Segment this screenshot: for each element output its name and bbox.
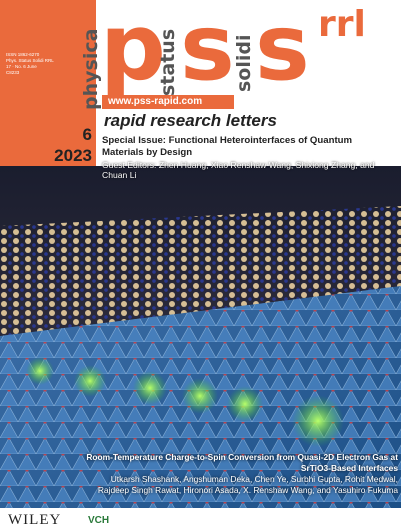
word-physica: physica (80, 29, 102, 110)
issue-number: 6 (0, 125, 92, 145)
publisher-imprint: VCH (88, 515, 109, 526)
code: C8233 (6, 70, 19, 76)
article-title: Room-Temperature Charge-to-Spin Conversi… (78, 452, 398, 473)
word-rrl: rrl (318, 4, 366, 45)
issue-year: 2023 (0, 146, 92, 166)
guest-editors: Guest Editors: Zhen Huang, Xiao Renshaw … (102, 160, 397, 180)
word-status: status (157, 29, 179, 96)
subtitle: rapid research letters (104, 111, 277, 131)
letter-s1: s (180, 2, 235, 94)
journal-cover: ISSN 1862-6270 Phys. Status Solidi RRL 1… (0, 0, 401, 532)
letter-p: p (100, 2, 166, 94)
publisher: WILEY (8, 512, 61, 529)
word-solidi: solidi (233, 34, 255, 92)
special-issue: Special Issue: Functional Heterointerfac… (102, 135, 394, 159)
website: www.pss-rapid.com (102, 95, 234, 109)
article-authors: Utkarsh Shashank, Angshuman Deka, Chen Y… (80, 474, 398, 495)
letter-s2: s (255, 2, 310, 94)
